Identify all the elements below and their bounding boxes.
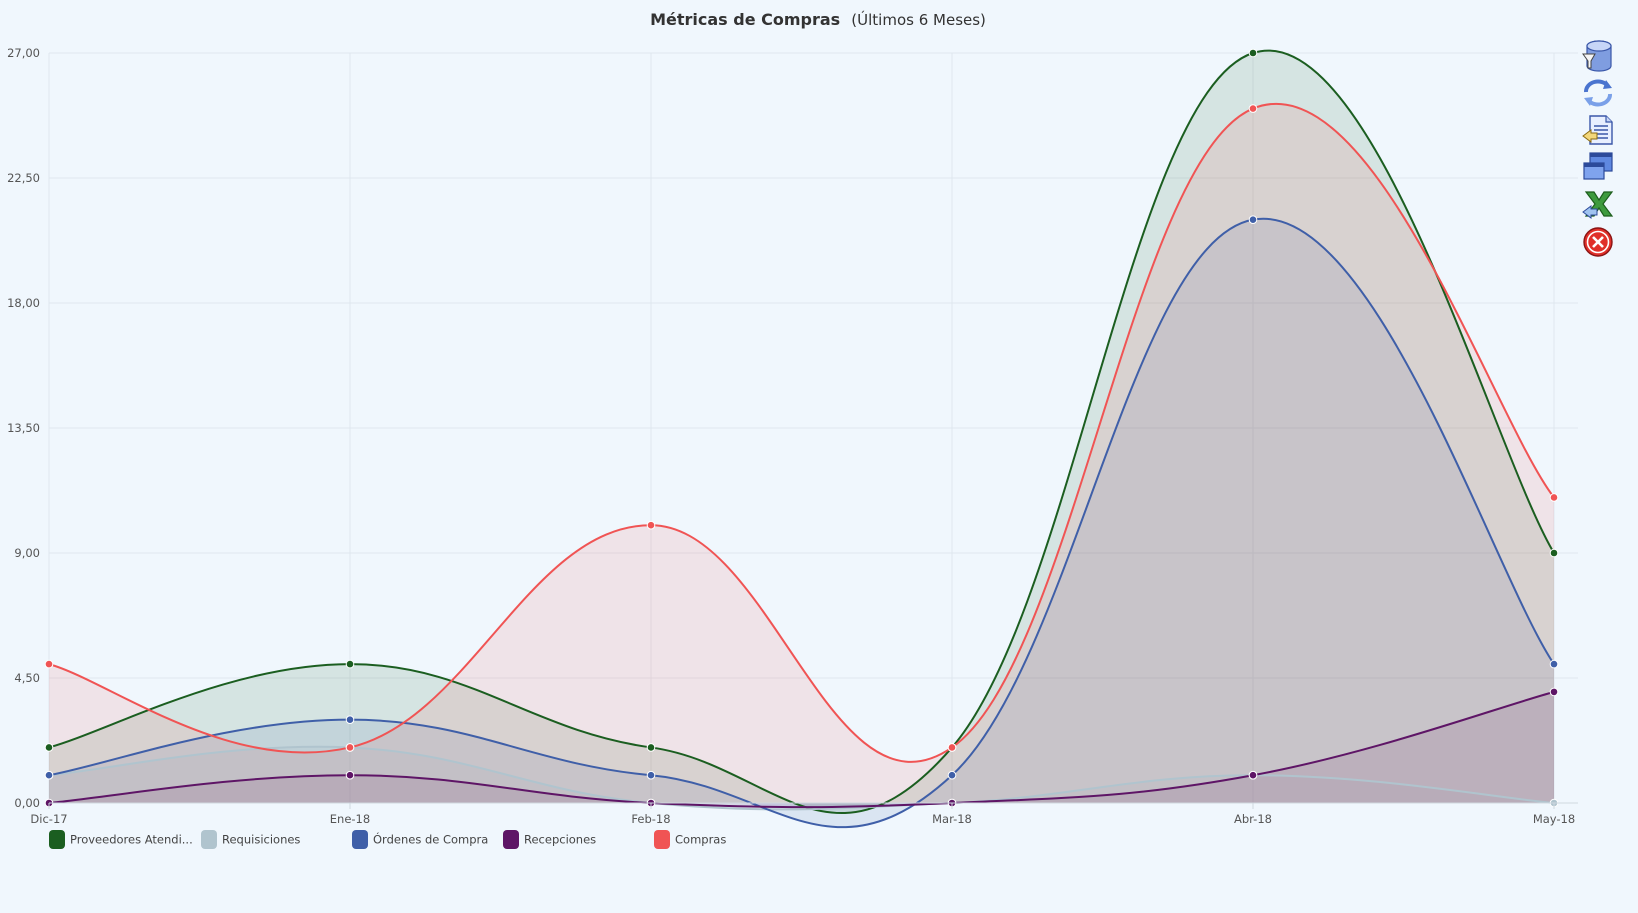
report-document-icon[interactable] (1582, 115, 1613, 145)
data-point[interactable] (1248, 770, 1258, 780)
x-tick-label: May-18 (1533, 812, 1575, 826)
windows-icon[interactable] (1583, 152, 1613, 180)
legend-label: Recepciones (524, 833, 596, 847)
y-tick-label: 4,50 (14, 671, 40, 685)
legend-item[interactable]: Requisiciones (201, 830, 300, 849)
legend-label: Compras (675, 833, 726, 847)
grid-layer (48, 52, 1578, 804)
data-point[interactable] (345, 770, 355, 780)
excel-export-icon[interactable] (1582, 191, 1614, 219)
refresh-icon[interactable] (1584, 79, 1612, 107)
x-tick-label: Abr-18 (1234, 812, 1272, 826)
legend-swatch (352, 830, 368, 849)
area-layer (49, 50, 1554, 828)
y-tick-label: 22,50 (7, 171, 40, 185)
database-filter-icon[interactable] (1582, 40, 1612, 72)
point-layer (44, 48, 1559, 808)
data-point[interactable] (1248, 104, 1258, 113)
series-area-2 (49, 218, 1554, 828)
x-tick-label: Feb-18 (631, 812, 670, 826)
legend-swatch (49, 830, 65, 849)
series-line-3[interactable] (48, 690, 1555, 809)
data-point[interactable] (646, 743, 656, 752)
data-point[interactable] (1549, 659, 1559, 669)
legend-swatch (654, 830, 670, 849)
chart-title-group: Métricas de Compras (Últimos 6 Meses) (650, 10, 986, 29)
legend-item[interactable]: Órdenes de Compra (352, 830, 488, 849)
axis-layer: 0,00 4,50 9,00 13,50 18,00 22,50 27,00 Dic-17 En… (7, 46, 1578, 826)
legend-swatch (201, 830, 217, 849)
series-area-1 (49, 746, 1554, 810)
data-point[interactable] (1549, 548, 1559, 558)
toolbar (1582, 40, 1614, 257)
chart-title: Métricas de Compras (650, 10, 840, 29)
x-tick-label: Mar-18 (932, 812, 972, 826)
data-point[interactable] (1549, 493, 1559, 502)
legend-swatch (503, 830, 519, 849)
data-point[interactable] (1549, 687, 1559, 697)
y-tick-label: 0,00 (14, 796, 40, 810)
legend-label: Órdenes de Compra (373, 832, 488, 847)
data-point[interactable] (44, 770, 54, 780)
legend-item[interactable]: Compras (654, 830, 726, 849)
y-tick-label: 27,00 (7, 46, 40, 60)
data-point[interactable] (646, 770, 656, 780)
data-point[interactable] (1248, 48, 1258, 58)
x-tick-label: Ene-18 (330, 812, 370, 826)
close-icon[interactable] (1583, 227, 1613, 257)
data-point[interactable] (1248, 215, 1258, 224)
y-tick-label: 9,00 (14, 546, 40, 560)
series-area-0 (49, 50, 1554, 814)
data-point[interactable] (646, 520, 656, 530)
legend: Proveedores Atendi... Requisiciones Órdene… (49, 830, 726, 849)
legend-item[interactable]: Recepciones (503, 830, 596, 849)
series-line-1[interactable] (48, 745, 1555, 811)
series-area-4 (49, 103, 1554, 804)
legend-label: Requisiciones (222, 833, 300, 847)
svg-text:Métricas de Compras (Ú: Métricas de Compras (Últimos 6 Meses) (650, 10, 986, 29)
data-point[interactable] (947, 770, 957, 780)
data-point[interactable] (44, 659, 54, 669)
x-tick-label: Dic-17 (30, 812, 67, 826)
data-point[interactable] (44, 743, 54, 752)
y-tick-label: 18,00 (7, 296, 40, 310)
legend-label: Proveedores Atendi... (70, 833, 193, 847)
legend-item[interactable]: Proveedores Atendi... (49, 830, 193, 849)
data-point[interactable] (345, 659, 355, 669)
y-tick-label: 13,50 (7, 421, 40, 435)
data-point[interactable] (947, 743, 957, 752)
chart-subtitle: (Últimos 6 Meses) (851, 10, 986, 29)
data-point[interactable] (345, 715, 355, 724)
data-point[interactable] (345, 743, 355, 752)
